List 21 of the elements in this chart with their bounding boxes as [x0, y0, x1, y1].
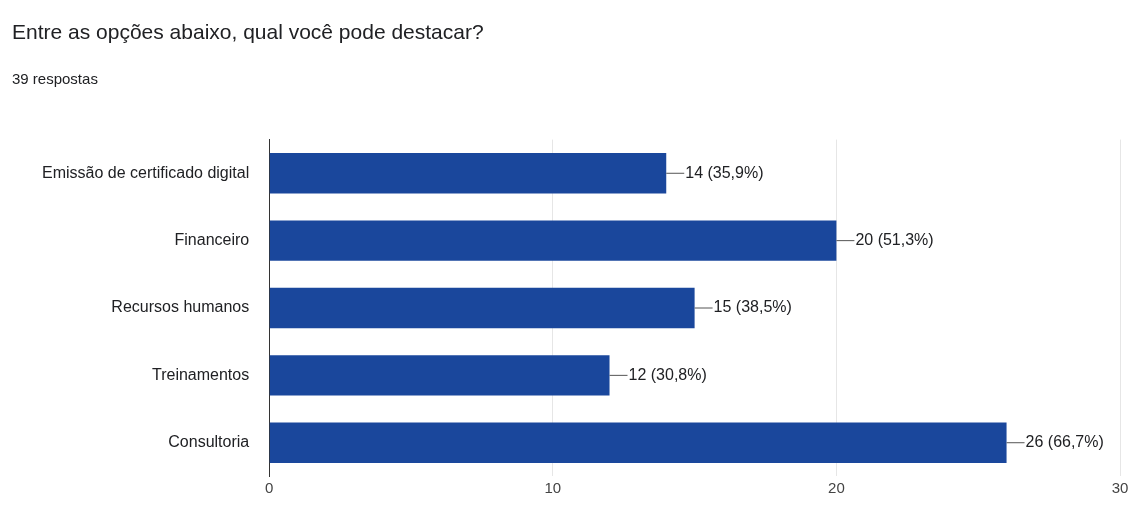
bar: [269, 153, 667, 194]
bar: [269, 422, 1007, 463]
x-tick-label: 10: [544, 478, 562, 496]
data-label: 15 (38,5%): [713, 298, 792, 316]
y-tick-label: Treinamentos: [151, 365, 250, 383]
x-tick-label: 0: [265, 478, 274, 496]
bar: [269, 220, 837, 261]
x-tick-label: 20: [828, 478, 845, 496]
text: 39 respostas: [12, 70, 98, 87]
x-tick-label: 30: [1111, 478, 1129, 496]
data-label: 20 (51,3%): [855, 231, 934, 249]
data-label: 14 (35,9%): [685, 163, 764, 181]
bar: [269, 287, 695, 329]
data-label: 26 (66,7%): [1025, 433, 1104, 451]
y-tick-label: Recursos humanos: [111, 298, 250, 316]
y-tick-label: Emissão de certificado digital: [41, 163, 250, 181]
bar: [269, 355, 610, 396]
y-tick-label: Consultoria: [168, 433, 250, 451]
chart-title: Entre as opções abaixo, qual você pode destacar?: [12, 20, 484, 44]
y-tick-label: Financeiro: [174, 231, 250, 249]
data-label: 12 (30,8%): [628, 365, 707, 383]
